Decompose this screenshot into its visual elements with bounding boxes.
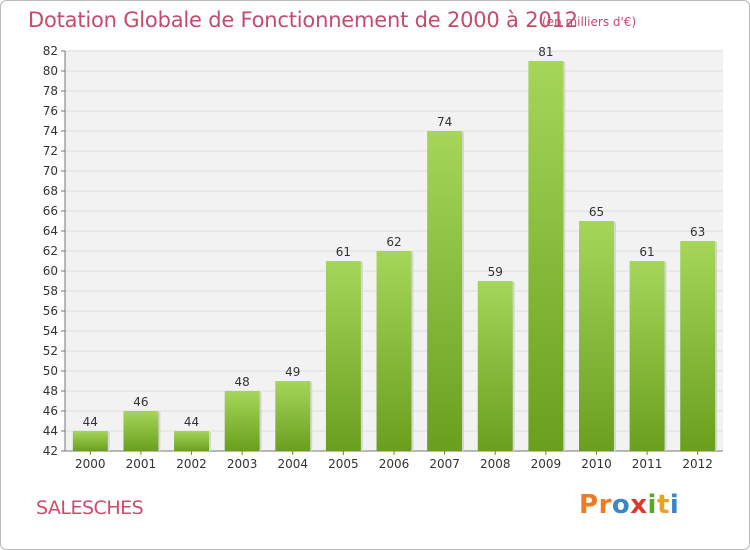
x-tick-label: 2009 (531, 457, 562, 471)
x-tick-label: 2006 (379, 457, 410, 471)
bar-2006[interactable] (376, 251, 412, 451)
bar-2005[interactable] (325, 261, 361, 451)
x-tick-label: 2012 (682, 457, 713, 471)
x-tick-label: 2007 (429, 457, 460, 471)
x-tick-label: 2011 (632, 457, 663, 471)
x-tick-label: 2004 (277, 457, 308, 471)
bar-2007[interactable] (427, 131, 463, 451)
logo-letter: x (630, 490, 648, 520)
y-tick-label: 76 (43, 104, 58, 118)
value-label: 44 (184, 415, 199, 429)
bar-2011[interactable] (629, 261, 665, 451)
chart-title: Dotation Globale de Fonctionnement de 20… (28, 8, 578, 32)
y-tick-label: 72 (43, 144, 58, 158)
proxiti-logo[interactable]: Proxiti (579, 490, 679, 520)
value-label: 44 (83, 415, 98, 429)
value-label: 74 (437, 115, 452, 129)
y-tick-label: 64 (43, 224, 58, 238)
y-tick-label: 54 (43, 324, 58, 338)
y-tick-label: 46 (43, 404, 58, 418)
y-tick-label: 78 (43, 84, 58, 98)
bar-2000[interactable] (72, 431, 108, 451)
bar-2002[interactable] (174, 431, 210, 451)
logo-letter: i (669, 490, 680, 520)
logo-letter: o (611, 490, 631, 520)
value-label: 65 (589, 205, 604, 219)
value-label: 62 (386, 235, 401, 249)
bar-2003[interactable] (224, 391, 260, 451)
y-tick-label: 68 (43, 184, 58, 198)
x-tick-label: 2003 (227, 457, 258, 471)
value-label: 46 (133, 395, 148, 409)
y-tick-label: 66 (43, 204, 58, 218)
chart-unit: (en milliers d'€) (542, 15, 637, 29)
bar-2010[interactable] (578, 221, 614, 451)
commune-name: SALESCHES (36, 497, 144, 519)
logo-letter: t (656, 490, 670, 520)
x-tick-label: 2010 (581, 457, 612, 471)
y-tick-label: 50 (43, 364, 58, 378)
x-tick-label: 2000 (75, 457, 106, 471)
bar-2012[interactable] (680, 241, 716, 451)
x-tick-label: 2002 (176, 457, 207, 471)
y-tick-label: 58 (43, 284, 58, 298)
y-tick-label: 44 (43, 424, 58, 438)
value-label: 81 (538, 45, 553, 59)
y-tick-label: 60 (43, 264, 58, 278)
x-tick-label: 2005 (328, 457, 359, 471)
y-tick-label: 82 (43, 44, 58, 58)
bar-2001[interactable] (123, 411, 159, 451)
bar-2004[interactable] (275, 381, 311, 451)
value-label: 59 (488, 265, 503, 279)
value-label: 61 (336, 245, 351, 259)
value-label: 48 (235, 375, 250, 389)
y-tick-label: 56 (43, 304, 58, 318)
value-label: 61 (639, 245, 654, 259)
y-tick-label: 74 (43, 124, 58, 138)
value-label: 63 (690, 225, 705, 239)
x-tick-label: 2001 (126, 457, 157, 471)
y-tick-label: 48 (43, 384, 58, 398)
y-tick-label: 80 (43, 64, 58, 78)
logo-letter: P (579, 490, 599, 520)
value-label: 49 (285, 365, 300, 379)
logo-letter: i (647, 490, 657, 520)
logo-letter: r (598, 490, 612, 520)
y-tick-label: 62 (43, 244, 58, 258)
y-tick-label: 70 (43, 164, 58, 178)
x-tick-label: 2008 (480, 457, 511, 471)
y-tick-label: 52 (43, 344, 58, 358)
bar-2008[interactable] (477, 281, 513, 451)
bar-2009[interactable] (528, 61, 564, 451)
y-tick-label: 42 (43, 444, 58, 458)
